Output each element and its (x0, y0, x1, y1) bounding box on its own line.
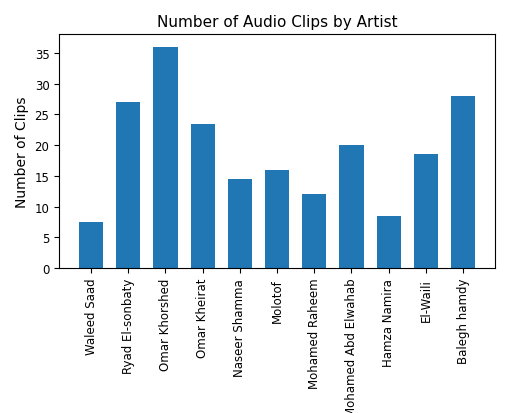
Bar (265, 170, 289, 268)
Bar (376, 216, 400, 268)
Title: Number of Audio Clips by Artist: Number of Audio Clips by Artist (156, 15, 397, 30)
Bar (413, 155, 437, 268)
Bar (302, 195, 326, 268)
Bar (116, 103, 140, 268)
Bar (450, 97, 474, 268)
Bar (190, 124, 214, 268)
Bar (228, 180, 251, 268)
Bar (153, 47, 177, 268)
Y-axis label: Number of Clips: Number of Clips (15, 96, 29, 207)
Bar (79, 223, 103, 268)
Bar (338, 146, 363, 268)
